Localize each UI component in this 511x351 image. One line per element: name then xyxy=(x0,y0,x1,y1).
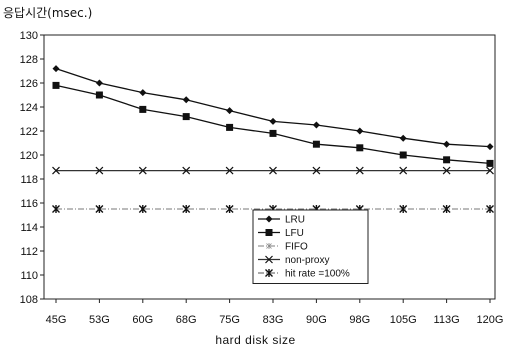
data-point xyxy=(399,134,407,142)
legend-label: FIFO xyxy=(285,242,308,253)
data-point xyxy=(486,166,494,175)
data-point xyxy=(139,105,147,113)
x-tick-label: 105G xyxy=(390,314,417,326)
x-tick-label: 120G xyxy=(477,314,504,326)
x-tick-label: 113G xyxy=(434,314,460,326)
data-point xyxy=(269,166,277,175)
data-point xyxy=(95,166,104,175)
data-point xyxy=(52,166,60,175)
data-point xyxy=(182,113,190,121)
legend: LRU LFU FIFO non-proxy hit rate =100% xyxy=(252,209,369,284)
y-tick-label: 130 xyxy=(20,30,38,42)
data-point xyxy=(265,255,273,264)
data-point xyxy=(486,159,494,167)
y-tick-label: 114 xyxy=(20,222,38,234)
data-point xyxy=(52,81,60,89)
data-point xyxy=(442,166,451,175)
data-point xyxy=(225,166,234,175)
data-point xyxy=(312,140,320,148)
series-3 xyxy=(52,166,494,175)
x-tick-label: 45G xyxy=(46,314,67,326)
legend-label: non-proxy xyxy=(285,255,329,266)
data-point xyxy=(355,166,364,175)
data-point xyxy=(265,229,273,236)
data-point xyxy=(52,205,60,213)
data-point xyxy=(95,79,103,87)
y-tick-label: 124 xyxy=(20,102,38,114)
y-tick-label: 112 xyxy=(20,246,38,258)
y-tick-label: 122 xyxy=(20,126,38,138)
x-tick-label: 83G xyxy=(263,314,284,326)
y-tick-label: 108 xyxy=(20,294,38,306)
data-point xyxy=(182,205,191,213)
x-tick-label: 60G xyxy=(132,314,153,326)
y-tick-label: 118 xyxy=(20,174,38,186)
data-point xyxy=(356,144,364,152)
legend-label: LRU xyxy=(285,215,305,226)
x-tick-label: 75G xyxy=(219,314,240,326)
legend-label: LFU xyxy=(285,228,304,239)
data-point xyxy=(312,166,321,175)
data-point xyxy=(265,269,273,277)
data-point xyxy=(486,205,494,213)
data-point xyxy=(52,65,60,73)
series-0 xyxy=(52,65,494,151)
data-point xyxy=(138,205,147,213)
data-point xyxy=(95,91,103,99)
data-point xyxy=(139,89,147,97)
y-tick-label: 128 xyxy=(20,54,38,66)
data-point xyxy=(269,129,277,137)
data-point xyxy=(443,156,451,164)
data-point xyxy=(225,205,234,213)
series-1 xyxy=(52,81,494,167)
data-point xyxy=(442,205,451,213)
data-point xyxy=(138,166,147,175)
x-axis-label: hard disk size xyxy=(215,333,296,347)
data-point xyxy=(443,140,451,148)
data-point xyxy=(182,166,191,175)
data-point xyxy=(399,205,408,213)
data-point xyxy=(399,151,407,159)
data-point xyxy=(265,215,273,223)
y-tick-label: 116 xyxy=(20,198,38,210)
y-axis-label: 응답시간(msec.) xyxy=(3,6,93,20)
data-point xyxy=(226,107,234,115)
x-tick-label: 90G xyxy=(306,314,327,326)
y-tick-label: 120 xyxy=(20,150,38,162)
legend-label: hit rate =100% xyxy=(285,269,350,280)
x-tick-label: 53G xyxy=(89,314,110,326)
y-tick-label: 126 xyxy=(20,78,38,90)
data-point xyxy=(356,127,364,135)
data-point xyxy=(312,121,320,129)
plot-frame xyxy=(43,34,496,300)
y-tick-label: 110 xyxy=(20,270,38,282)
data-point xyxy=(269,117,277,125)
data-point xyxy=(266,243,272,249)
data-point xyxy=(95,205,104,213)
legend-box xyxy=(252,209,369,284)
data-point xyxy=(182,96,190,104)
data-point xyxy=(226,123,234,131)
data-point xyxy=(399,166,408,175)
x-tick-label: 98G xyxy=(349,314,370,326)
x-tick-label: 68G xyxy=(176,314,197,326)
data-point xyxy=(486,143,494,151)
